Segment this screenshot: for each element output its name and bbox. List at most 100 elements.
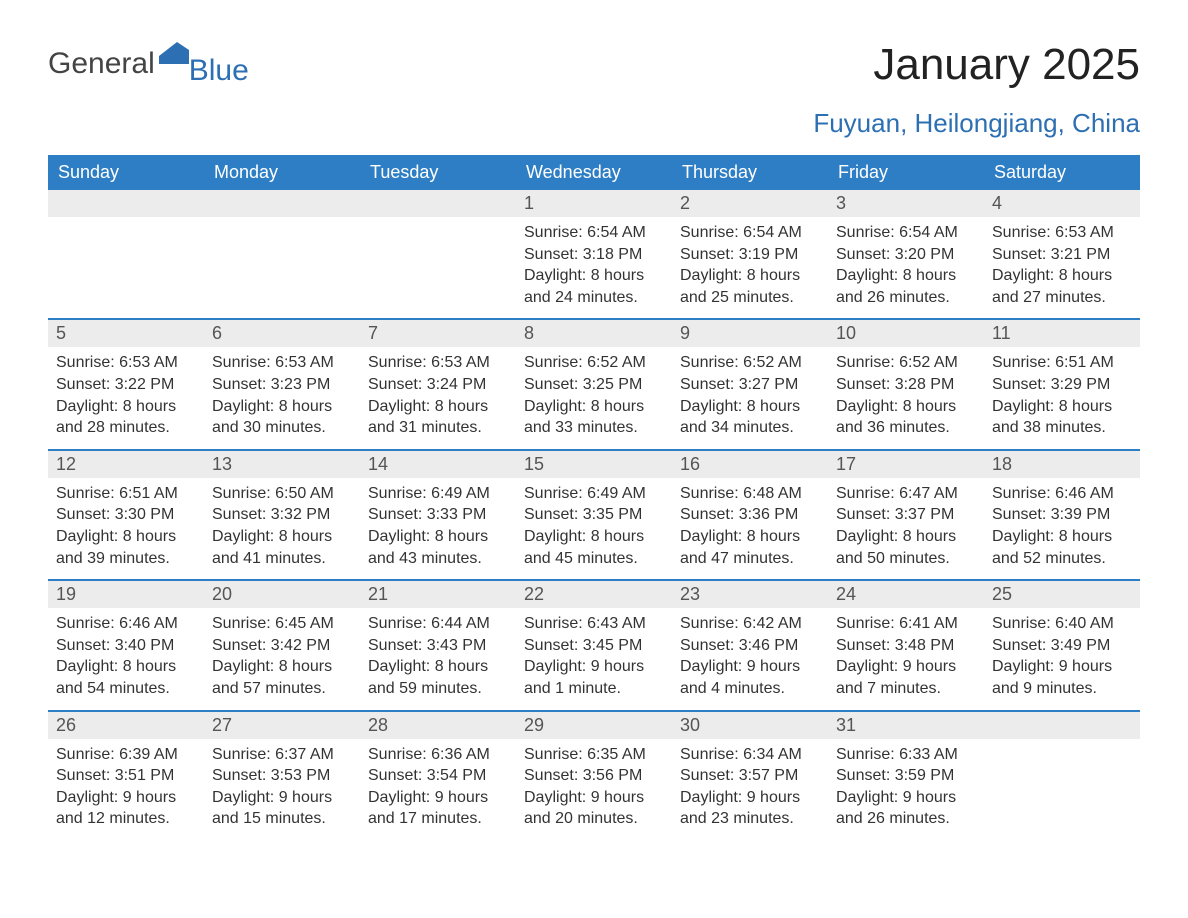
daylight1-text: Daylight: 8 hours	[56, 396, 196, 418]
day-details: Sunrise: 6:41 AMSunset: 3:48 PMDaylight:…	[828, 608, 984, 709]
day-number: 31	[828, 712, 984, 739]
day-cell: 13Sunrise: 6:50 AMSunset: 3:32 PMDayligh…	[204, 451, 360, 579]
sunset-text: Sunset: 3:59 PM	[836, 765, 976, 787]
daylight1-text: Daylight: 9 hours	[836, 656, 976, 678]
day-details: Sunrise: 6:34 AMSunset: 3:57 PMDaylight:…	[672, 739, 828, 840]
day-number: 15	[516, 451, 672, 478]
day-cell: 5Sunrise: 6:53 AMSunset: 3:22 PMDaylight…	[48, 320, 204, 448]
sunset-text: Sunset: 3:29 PM	[992, 374, 1132, 396]
day-details: Sunrise: 6:52 AMSunset: 3:25 PMDaylight:…	[516, 347, 672, 448]
daylight1-text: Daylight: 8 hours	[56, 656, 196, 678]
daylight2-text: and 25 minutes.	[680, 287, 820, 309]
sunset-text: Sunset: 3:23 PM	[212, 374, 352, 396]
sunset-text: Sunset: 3:40 PM	[56, 635, 196, 657]
sunrise-text: Sunrise: 6:40 AM	[992, 613, 1132, 635]
sunrise-text: Sunrise: 6:51 AM	[992, 352, 1132, 374]
week-row: 26Sunrise: 6:39 AMSunset: 3:51 PMDayligh…	[48, 710, 1140, 840]
sunset-text: Sunset: 3:30 PM	[56, 504, 196, 526]
sunrise-text: Sunrise: 6:53 AM	[368, 352, 508, 374]
sunset-text: Sunset: 3:39 PM	[992, 504, 1132, 526]
day-cell: 12Sunrise: 6:51 AMSunset: 3:30 PMDayligh…	[48, 451, 204, 579]
daylight2-text: and 54 minutes.	[56, 678, 196, 700]
day-number: 22	[516, 581, 672, 608]
day-cell: 14Sunrise: 6:49 AMSunset: 3:33 PMDayligh…	[360, 451, 516, 579]
day-details: Sunrise: 6:51 AMSunset: 3:29 PMDaylight:…	[984, 347, 1140, 448]
day-details: Sunrise: 6:53 AMSunset: 3:21 PMDaylight:…	[984, 217, 1140, 318]
day-details: Sunrise: 6:50 AMSunset: 3:32 PMDaylight:…	[204, 478, 360, 579]
sunrise-text: Sunrise: 6:42 AM	[680, 613, 820, 635]
sunset-text: Sunset: 3:21 PM	[992, 244, 1132, 266]
daylight2-text: and 43 minutes.	[368, 548, 508, 570]
day-details: Sunrise: 6:36 AMSunset: 3:54 PMDaylight:…	[360, 739, 516, 840]
daylight2-text: and 45 minutes.	[524, 548, 664, 570]
sunrise-text: Sunrise: 6:52 AM	[836, 352, 976, 374]
daylight2-text: and 38 minutes.	[992, 417, 1132, 439]
daylight1-text: Daylight: 8 hours	[524, 526, 664, 548]
day-details: Sunrise: 6:48 AMSunset: 3:36 PMDaylight:…	[672, 478, 828, 579]
day-details: Sunrise: 6:44 AMSunset: 3:43 PMDaylight:…	[360, 608, 516, 709]
day-number: 6	[204, 320, 360, 347]
day-number: 16	[672, 451, 828, 478]
week-row: 1Sunrise: 6:54 AMSunset: 3:18 PMDaylight…	[48, 190, 1140, 318]
day-cell: 15Sunrise: 6:49 AMSunset: 3:35 PMDayligh…	[516, 451, 672, 579]
day-cell: 16Sunrise: 6:48 AMSunset: 3:36 PMDayligh…	[672, 451, 828, 579]
daylight2-text: and 12 minutes.	[56, 808, 196, 830]
sunset-text: Sunset: 3:35 PM	[524, 504, 664, 526]
sunset-text: Sunset: 3:49 PM	[992, 635, 1132, 657]
week-row: 19Sunrise: 6:46 AMSunset: 3:40 PMDayligh…	[48, 579, 1140, 709]
day-number: 2	[672, 190, 828, 217]
sunset-text: Sunset: 3:45 PM	[524, 635, 664, 657]
day-cell: 31Sunrise: 6:33 AMSunset: 3:59 PMDayligh…	[828, 712, 984, 840]
daylight2-text: and 39 minutes.	[56, 548, 196, 570]
day-cell: 26Sunrise: 6:39 AMSunset: 3:51 PMDayligh…	[48, 712, 204, 840]
sunset-text: Sunset: 3:46 PM	[680, 635, 820, 657]
sunrise-text: Sunrise: 6:53 AM	[212, 352, 352, 374]
sunrise-text: Sunrise: 6:35 AM	[524, 744, 664, 766]
daylight1-text: Daylight: 8 hours	[212, 656, 352, 678]
day-number: 21	[360, 581, 516, 608]
daylight1-text: Daylight: 9 hours	[368, 787, 508, 809]
day-details: Sunrise: 6:42 AMSunset: 3:46 PMDaylight:…	[672, 608, 828, 709]
day-number: 14	[360, 451, 516, 478]
daylight2-text: and 24 minutes.	[524, 287, 664, 309]
daylight1-text: Daylight: 8 hours	[836, 396, 976, 418]
daylight1-text: Daylight: 9 hours	[992, 656, 1132, 678]
week-row: 5Sunrise: 6:53 AMSunset: 3:22 PMDaylight…	[48, 318, 1140, 448]
day-cell: 17Sunrise: 6:47 AMSunset: 3:37 PMDayligh…	[828, 451, 984, 579]
day-number: 19	[48, 581, 204, 608]
day-details: Sunrise: 6:43 AMSunset: 3:45 PMDaylight:…	[516, 608, 672, 709]
sunrise-text: Sunrise: 6:43 AM	[524, 613, 664, 635]
daylight2-text: and 57 minutes.	[212, 678, 352, 700]
day-number	[984, 712, 1140, 739]
daylight1-text: Daylight: 8 hours	[212, 396, 352, 418]
daylight2-text: and 36 minutes.	[836, 417, 976, 439]
day-cell: 23Sunrise: 6:42 AMSunset: 3:46 PMDayligh…	[672, 581, 828, 709]
day-number: 23	[672, 581, 828, 608]
day-details: Sunrise: 6:52 AMSunset: 3:27 PMDaylight:…	[672, 347, 828, 448]
day-number: 13	[204, 451, 360, 478]
day-details: Sunrise: 6:53 AMSunset: 3:22 PMDaylight:…	[48, 347, 204, 448]
daylight1-text: Daylight: 8 hours	[992, 526, 1132, 548]
day-number: 4	[984, 190, 1140, 217]
logo-text-blue: Blue	[189, 54, 249, 88]
day-details: Sunrise: 6:46 AMSunset: 3:39 PMDaylight:…	[984, 478, 1140, 579]
day-number: 29	[516, 712, 672, 739]
daylight2-text: and 30 minutes.	[212, 417, 352, 439]
day-number: 7	[360, 320, 516, 347]
sunset-text: Sunset: 3:37 PM	[836, 504, 976, 526]
sunrise-text: Sunrise: 6:54 AM	[836, 222, 976, 244]
month-title: January 2025	[813, 40, 1140, 90]
sunset-text: Sunset: 3:53 PM	[212, 765, 352, 787]
daylight2-text: and 1 minute.	[524, 678, 664, 700]
day-cell: 29Sunrise: 6:35 AMSunset: 3:56 PMDayligh…	[516, 712, 672, 840]
day-cell: 11Sunrise: 6:51 AMSunset: 3:29 PMDayligh…	[984, 320, 1140, 448]
day-details: Sunrise: 6:53 AMSunset: 3:24 PMDaylight:…	[360, 347, 516, 448]
day-cell: 21Sunrise: 6:44 AMSunset: 3:43 PMDayligh…	[360, 581, 516, 709]
daylight2-text: and 17 minutes.	[368, 808, 508, 830]
day-number: 1	[516, 190, 672, 217]
sunrise-text: Sunrise: 6:46 AM	[992, 483, 1132, 505]
daylight1-text: Daylight: 8 hours	[836, 526, 976, 548]
daylight1-text: Daylight: 8 hours	[680, 396, 820, 418]
day-header: Sunday	[48, 155, 204, 190]
sunset-text: Sunset: 3:43 PM	[368, 635, 508, 657]
